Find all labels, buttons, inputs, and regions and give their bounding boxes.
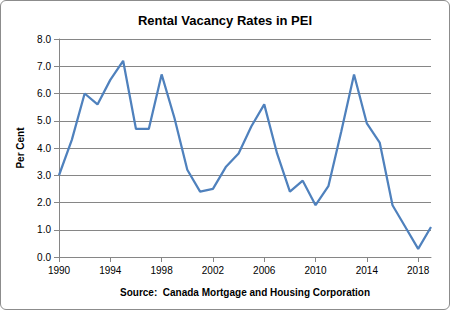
svg-text:1990: 1990: [48, 265, 71, 276]
svg-text:2.0: 2.0: [37, 197, 51, 208]
svg-text:0.0: 0.0: [37, 252, 51, 263]
svg-text:8.0: 8.0: [37, 34, 51, 45]
svg-text:Source: Canada Mortgage and H: Source: Canada Mortgage and Housing Corp…: [120, 287, 370, 298]
svg-text:2014: 2014: [356, 265, 379, 276]
svg-text:1994: 1994: [99, 265, 122, 276]
svg-text:2002: 2002: [202, 265, 225, 276]
svg-text:2018: 2018: [407, 265, 430, 276]
svg-text:2006: 2006: [253, 265, 276, 276]
svg-text:4.0: 4.0: [37, 143, 51, 154]
svg-text:1.0: 1.0: [37, 224, 51, 235]
svg-text:3.0: 3.0: [37, 170, 51, 181]
svg-text:Per Cent: Per Cent: [15, 127, 26, 169]
svg-text:Rental Vacancy Rates in PEI: Rental Vacancy Rates in PEI: [138, 13, 312, 28]
svg-text:1998: 1998: [150, 265, 173, 276]
svg-text:5.0: 5.0: [37, 115, 51, 126]
svg-text:6.0: 6.0: [37, 88, 51, 99]
svg-text:2010: 2010: [304, 265, 327, 276]
svg-text:7.0: 7.0: [37, 61, 51, 72]
